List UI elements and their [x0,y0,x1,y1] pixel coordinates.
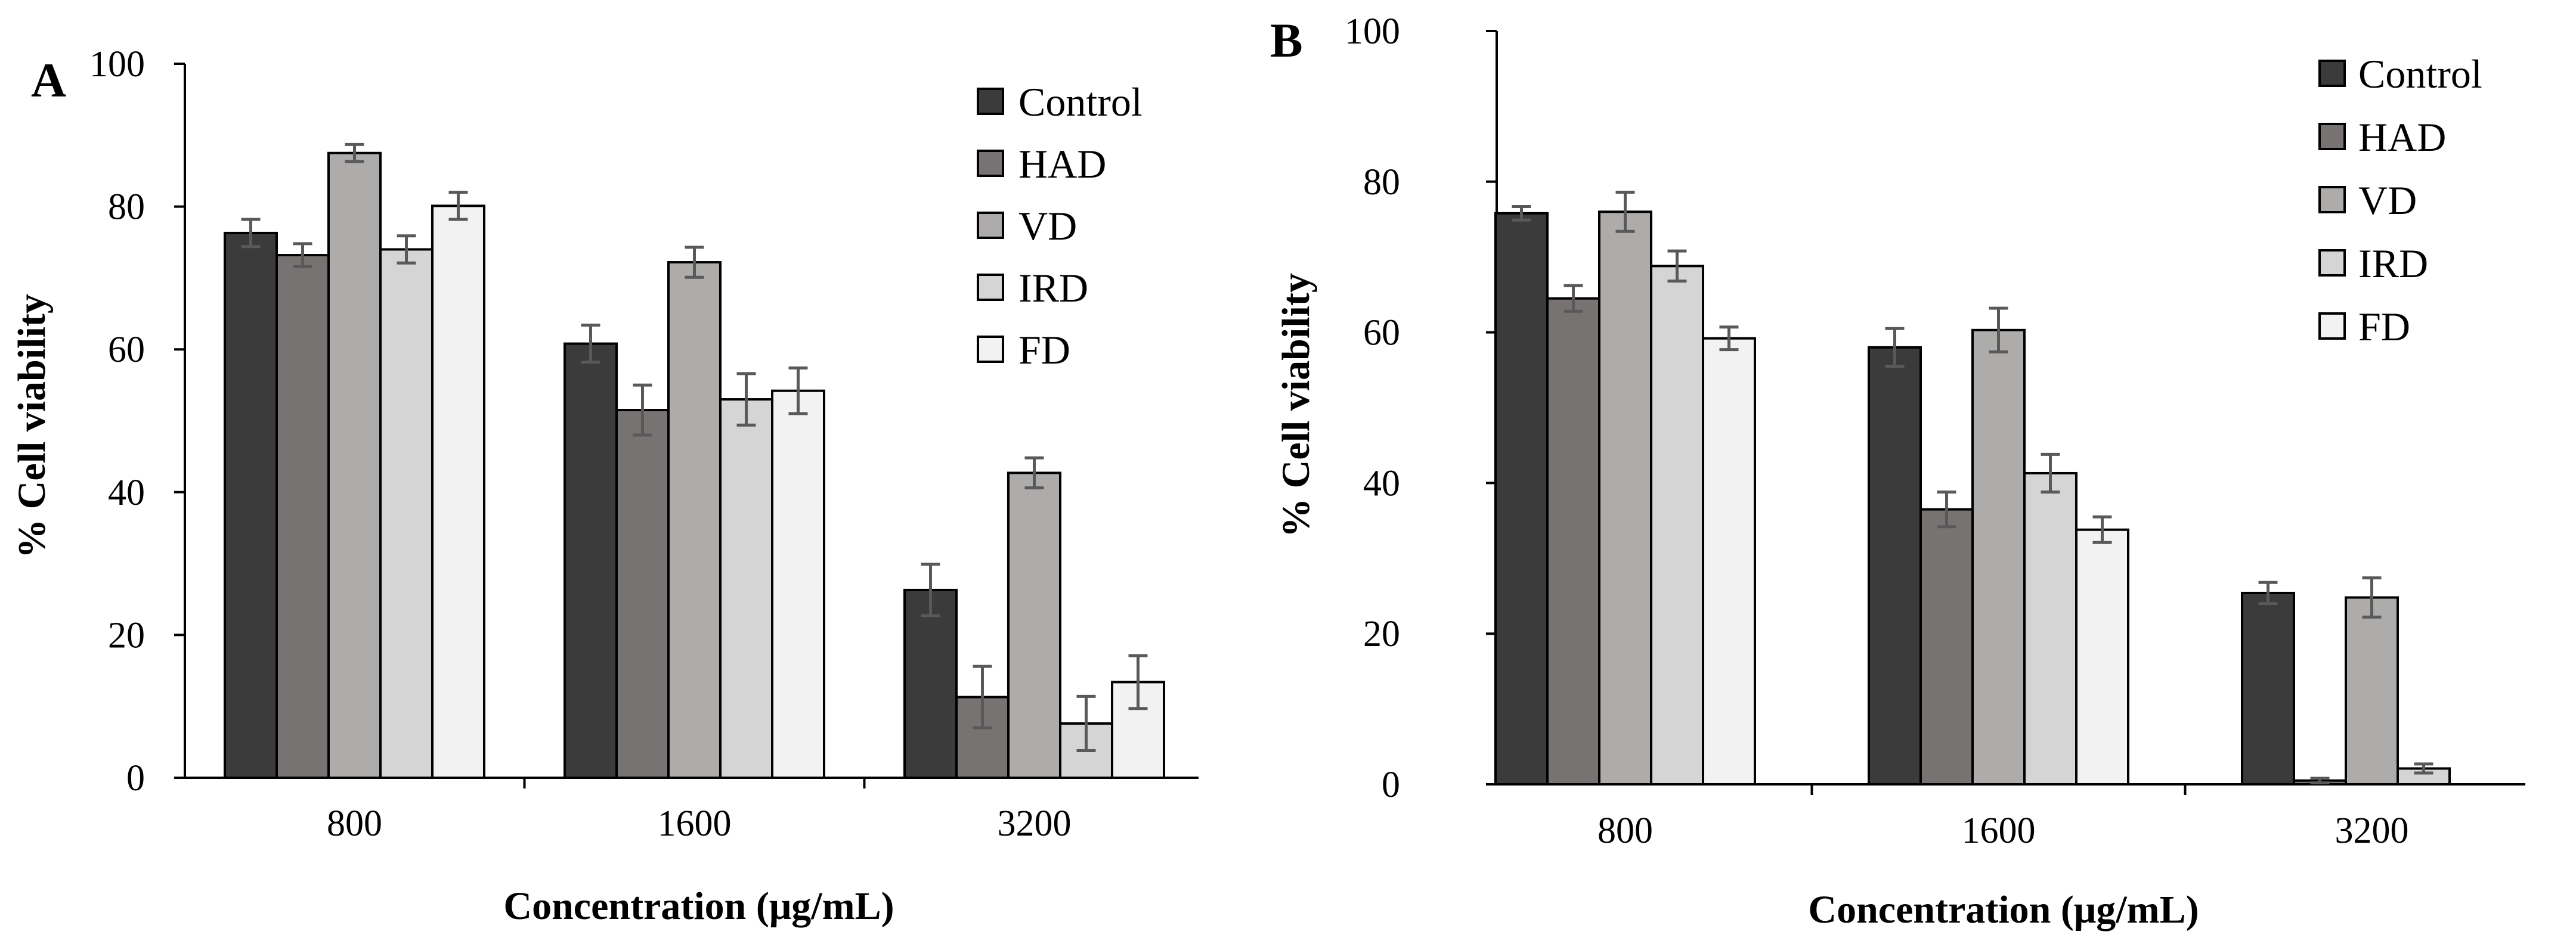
legend-label-ird: IRD [1018,265,1088,311]
bar-had-800 [275,254,330,779]
legend-label-vd: VD [1018,203,1077,249]
legend-swatch-fd [977,336,1004,363]
bar-had-800 [1546,297,1600,786]
legend-label-had: HAD [2358,114,2446,160]
legend-swatch-ird [2318,249,2346,277]
y-tick-label: 20 [108,615,145,656]
bar-had-1600 [615,409,670,779]
panel-b-label: B [1270,13,1303,67]
bar-vd-800 [327,151,382,779]
legend-label-ird: IRD [2358,241,2428,286]
y-tick-label: 0 [126,758,145,799]
legend-label-control: Control [1018,79,1143,125]
bar-control-3200 [903,588,958,780]
x-tick-label: 3200 [998,803,1072,844]
bar-ird-1600 [2023,471,2077,786]
panel-a-x-axis-title: Concentration (μg/mL) [503,884,894,928]
bar-control-800 [1494,212,1549,786]
y-tick-label: 40 [108,473,145,513]
y-tick-label: 60 [108,330,145,370]
bar-ird-800 [1650,265,1704,786]
bar-control-1600 [564,342,618,779]
legend-swatch-had [977,150,1004,177]
bar-ird-1600 [719,398,773,779]
y-tick-label: 60 [1363,313,1400,353]
bar-fd-800 [1702,337,1756,786]
bar-vd-1600 [667,261,722,779]
legend-label-had: HAD [1018,141,1106,187]
panel-a-label: A [31,53,66,107]
y-tick-label: 80 [1363,162,1400,203]
legend-label-vd: VD [2358,178,2417,223]
x-tick-label: 800 [327,803,382,844]
bar-had-1600 [1919,508,1974,786]
panel-b-x-axis-title: Concentration (μg/mL) [1808,888,2199,932]
panel-b-y-axis-title: % Cell viability [1274,273,1318,538]
legend-swatch-control [2318,60,2346,87]
y-tick-label: 40 [1363,463,1400,504]
legend-swatch-ird [977,274,1004,301]
legend-swatch-had [2318,123,2346,150]
x-tick-label: 800 [1597,811,1653,851]
bar-control-3200 [2241,591,2295,786]
bar-fd-800 [431,204,485,780]
legend-label-fd: FD [1018,327,1070,372]
bar-control-1600 [1868,346,1922,786]
legend-label-control: Control [2358,51,2482,97]
legend-swatch-control [977,88,1004,115]
y-tick-label: 100 [1345,11,1400,52]
bar-vd-3200 [1007,471,1061,779]
y-tick-label: 80 [108,187,145,228]
y-tick-label: 20 [1363,614,1400,654]
legend-swatch-vd [2318,186,2346,213]
x-tick-label: 3200 [2335,811,2409,851]
bar-vd-3200 [2345,596,2399,786]
legend-swatch-vd [977,212,1004,239]
panel-a-y-axis-title: % Cell viability [10,294,54,558]
bar-ird-800 [379,248,434,780]
bar-fd-1600 [771,389,825,779]
legend-swatch-fd [2318,312,2346,340]
legend-label-fd: FD [2358,304,2410,349]
panel-b: B % Cell viability Concentration (μg/mL)… [1270,11,2525,932]
x-tick-label: 1600 [1962,811,2036,851]
y-tick-label: 0 [1382,765,1400,805]
bar-vd-1600 [1971,328,2026,786]
panel-a: A % Cell viability Concentration (μg/mL)… [10,44,1199,928]
bar-vd-800 [1598,210,1652,786]
bar-fd-1600 [2075,528,2129,786]
x-tick-label: 1600 [658,803,732,844]
y-tick-label: 100 [89,44,145,85]
bar-control-800 [224,231,278,779]
